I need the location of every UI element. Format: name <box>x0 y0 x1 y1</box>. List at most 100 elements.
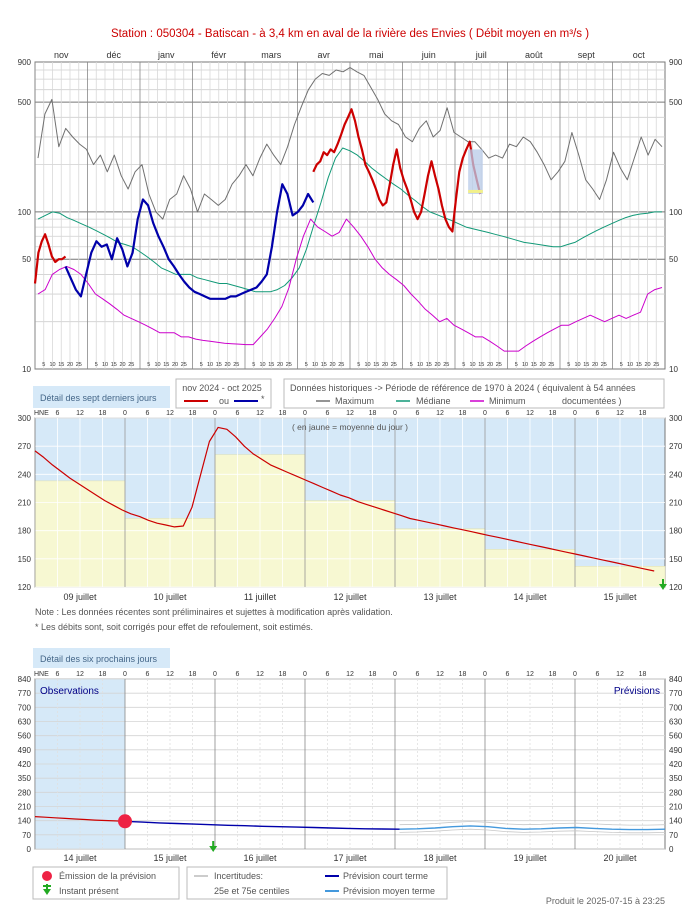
current-year-legend-box <box>175 378 272 409</box>
previsions-label: Prévisions <box>614 686 660 697</box>
star-label: * <box>261 394 265 404</box>
y-tick-right: 50 <box>669 255 678 264</box>
day-tick-label: 25 <box>286 362 292 368</box>
day-tick-label: 15 <box>111 362 117 368</box>
day-tick-label: 20 <box>224 362 230 368</box>
forecast-y-tick-right: 630 <box>669 718 683 727</box>
day-tick-label: 15 <box>636 362 642 368</box>
current-year-label: nov 2024 - oct 2025 <box>182 383 262 393</box>
forecast-day-label: 20 juillet <box>603 853 637 863</box>
centiles-label: 25e et 75e centiles <box>214 886 290 896</box>
y-tick-left: 100 <box>18 208 32 217</box>
month-label: août <box>525 50 543 60</box>
forecast-hour-tick: 6 <box>56 671 60 678</box>
forecast-hour-tick: 0 <box>123 671 127 678</box>
minimum-label: Minimum <box>489 396 526 406</box>
produced-timestamp: Produit le 2025-07-15 à 23:25 <box>546 896 665 906</box>
day-tick-label: 15 <box>373 362 379 368</box>
median-label: Médiane <box>416 396 451 406</box>
medium-term-label: Prévision moyen terme <box>343 886 435 896</box>
day-tick-label: 10 <box>469 362 475 368</box>
ou-label: ou <box>219 396 229 406</box>
uncertainty-label: Incertitudes: <box>214 871 263 881</box>
forecast-hour-tick: 0 <box>303 671 307 678</box>
month-label: déc <box>106 50 121 60</box>
forecast-chart: 0 0 70 70 140 140 210 210 280 280 350 350 420 420 490 4… <box>18 671 683 863</box>
forecast-hour-tick: 18 <box>549 671 557 678</box>
forecast-y-tick-right: 770 <box>669 689 683 698</box>
forecast-y-tick-left: 770 <box>18 689 32 698</box>
medium-term-forecast-line <box>399 825 666 831</box>
hour-tick-label: 0 <box>393 410 397 417</box>
y-tick-right: 500 <box>669 98 683 107</box>
forecast-hour-tick: 0 <box>213 671 217 678</box>
hour-tick-label: 18 <box>549 410 557 417</box>
forecast-y-tick-left: 490 <box>18 746 32 755</box>
note-corrected: * Les débits sont, soit corrigés pour ef… <box>35 622 313 632</box>
hour-tick-label: 6 <box>506 410 510 417</box>
forecast-hour-tick: 18 <box>369 671 377 678</box>
uncertainty-upper-line <box>399 821 666 826</box>
day-tick-label: 25 <box>653 362 659 368</box>
uncertainty-lower-line <box>399 828 666 834</box>
emission-dot <box>118 814 132 829</box>
hour-tick-label: 6 <box>56 410 60 417</box>
day-tick-label: 10 <box>522 362 528 368</box>
hour-tick-label: 6 <box>596 410 600 417</box>
day-tick-label: 25 <box>391 362 397 368</box>
forecast-y-tick-left: 0 <box>27 845 32 854</box>
month-label: mars <box>261 50 281 60</box>
day-tick-label: 5 <box>357 362 360 368</box>
seven-days-flow-line <box>34 426 655 572</box>
month-label: sept <box>578 50 596 60</box>
day-tick-label: 15 <box>478 362 484 368</box>
seven-days-y-tick-left: 270 <box>18 442 32 451</box>
day-tick-label: 15 <box>426 362 432 368</box>
series-mediane <box>37 147 662 293</box>
forecast-y-tick-left: 420 <box>18 760 32 769</box>
forecast-day-label: 15 juillet <box>153 853 187 863</box>
hour-tick-label: 12 <box>346 410 354 417</box>
day-tick-label: 20 <box>329 362 335 368</box>
note-preliminary: Note : Les données récentes sont prélimi… <box>35 607 393 617</box>
day-tick-label: 10 <box>49 362 55 368</box>
day-tick-label: 5 <box>200 362 203 368</box>
seven-days-tab <box>33 386 170 408</box>
forecast-hour-tick: 18 <box>459 671 467 678</box>
seven-days-y-tick-left: 300 <box>18 414 32 423</box>
forecast-y-tick-right: 0 <box>669 845 674 854</box>
forecast-hour-tick: 12 <box>166 671 174 678</box>
short-term-label: Prévision court terme <box>343 871 428 881</box>
day-tick-label: 25 <box>496 362 502 368</box>
day-tick-label: 5 <box>147 362 150 368</box>
hour-tick-label: 0 <box>573 410 577 417</box>
seven-days-y-tick-left: 210 <box>18 499 32 508</box>
forecast-legend-box-left <box>32 866 180 900</box>
six-days-label: Détail des six prochains jours <box>40 654 158 664</box>
month-label: mai <box>369 50 384 60</box>
day-tick-label: 5 <box>410 362 413 368</box>
yellow-note: ( en jaune = moyenne du jour ) <box>292 422 408 432</box>
emission-swatch <box>42 871 52 881</box>
forecast-hour-tick: 6 <box>416 671 420 678</box>
forecast-day-label: 18 juillet <box>423 853 457 863</box>
month-label: juin <box>421 50 436 60</box>
day-label: 14 juillet <box>513 592 547 602</box>
month-label: avr <box>317 50 330 60</box>
day-tick-label: 15 <box>583 362 589 368</box>
day-tick-label: 25 <box>76 362 82 368</box>
series-minimum <box>37 218 663 352</box>
forecast-hne-label: HNE <box>34 671 49 678</box>
forecast-hour-tick: 0 <box>393 671 397 678</box>
forecast-day-label: 17 juillet <box>333 853 367 863</box>
y-tick-left: 10 <box>22 365 31 374</box>
hne-label: HNE <box>34 410 49 417</box>
forecast-y-tick-left: 70 <box>22 831 31 840</box>
forecast-hour-tick: 6 <box>506 671 510 678</box>
series-maximum <box>37 67 663 220</box>
hour-tick-label: 0 <box>303 410 307 417</box>
day-tick-label: 10 <box>417 362 423 368</box>
day-tick-label: 20 <box>119 362 125 368</box>
instant-swatch <box>43 884 51 895</box>
